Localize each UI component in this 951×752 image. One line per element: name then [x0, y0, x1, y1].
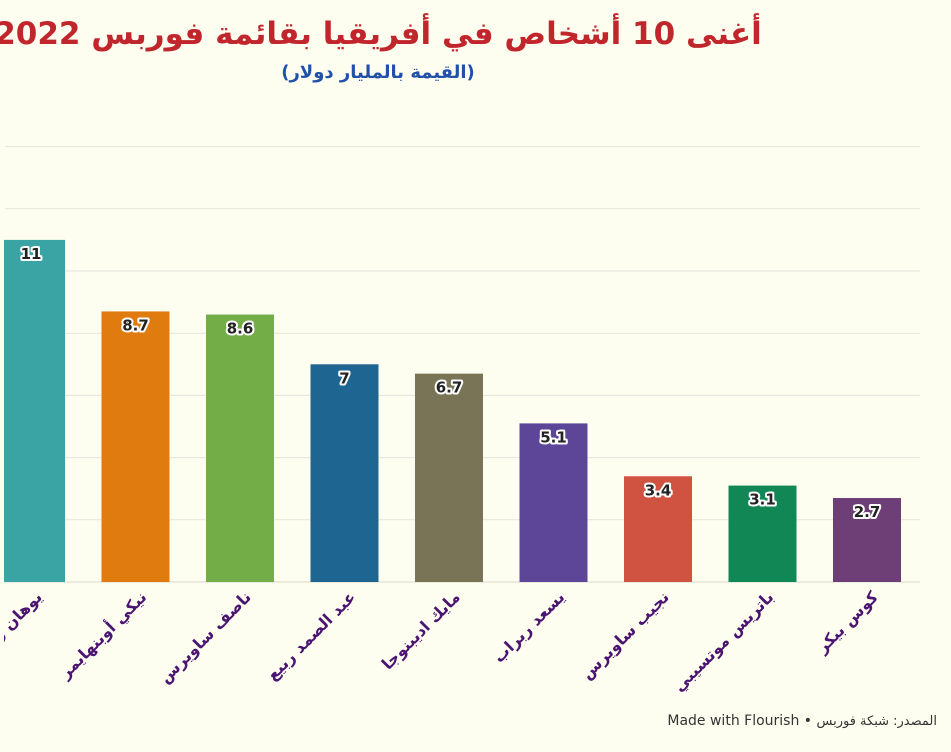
- value-label: 8.6: [227, 320, 254, 338]
- category-label: يوهان روبرت: [0, 587, 46, 674]
- category-label: يسعد ربراب: [489, 587, 568, 666]
- footer-separator: •: [803, 713, 813, 729]
- bar[interactable]: [728, 485, 797, 582]
- bar[interactable]: [624, 476, 692, 582]
- category-labels: يوهان روبرت نيكي أوبنهايمر ناصف ساويرس عبد …: [0, 587, 882, 696]
- chart-title: أغنى 10 أشخاص في أفريقيا بقائمة فوربس 20…: [0, 13, 762, 52]
- value-label: 11: [21, 245, 42, 263]
- value-label: 2.7: [854, 503, 881, 521]
- value-label: 6.7: [436, 379, 463, 397]
- value-label: 3.4: [645, 481, 672, 499]
- chart-subtitle: (القيمة بالمليار دولار): [281, 62, 475, 83]
- bar[interactable]: [101, 311, 170, 582]
- bar[interactable]: [519, 423, 588, 582]
- value-label: 8.7: [122, 316, 149, 334]
- value-label: 3.1: [749, 491, 776, 509]
- bar[interactable]: [415, 373, 483, 582]
- value-label: 5.1: [540, 428, 567, 446]
- category-label: ناصف ساويرس: [155, 587, 255, 687]
- value-label: 7: [339, 369, 349, 387]
- bars: [4, 239, 901, 582]
- footer: Made with Flourish • المصدر: شبكة فوربس: [667, 713, 937, 729]
- category-label: كوس بيكر: [812, 587, 882, 657]
- bar[interactable]: [833, 498, 901, 582]
- made-with-flourish-link[interactable]: Made with Flourish: [667, 713, 800, 729]
- bar[interactable]: [310, 364, 379, 582]
- category-label: نجيب ساويرس: [577, 587, 673, 683]
- source-note: المصدر: شبكة فوربس: [816, 714, 937, 729]
- value-labels: 11 8.7 8.6 7 6.7 5.1 3.4 3.1 2.7: [19, 243, 883, 523]
- category-label: نيكي أوبنهايمر: [54, 587, 151, 684]
- bar[interactable]: [4, 239, 65, 582]
- category-label: مايك اديبنوجا: [378, 587, 464, 673]
- category-label: باتريس موتسيبي: [669, 587, 778, 696]
- category-label: عبد الصمد ربيع: [263, 587, 360, 684]
- bar[interactable]: [206, 314, 274, 582]
